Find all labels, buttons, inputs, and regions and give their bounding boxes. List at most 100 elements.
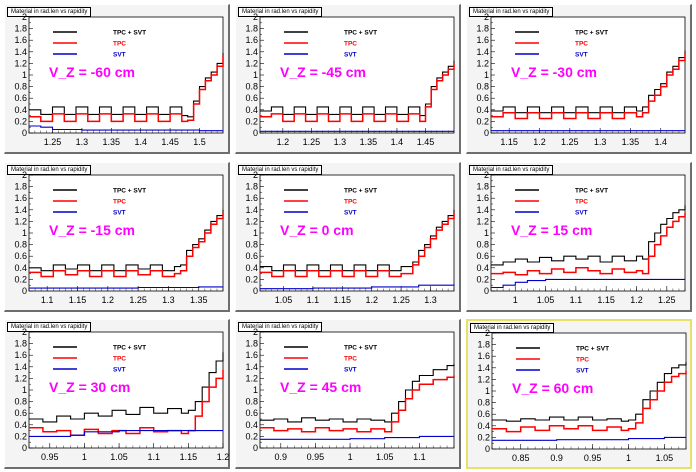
y-tick-label: 0.2 [245, 431, 258, 441]
y-tick-label: 1.4 [14, 362, 27, 372]
legend-label: TPC + SVT [344, 345, 377, 352]
vz-annotation: V_Z = -45 cm [280, 64, 366, 80]
series-line [29, 369, 224, 436]
plot-pad[interactable]: Material in rad.len vs rapidity 0 0.2 0.4 0.… [4, 4, 230, 154]
y-tick-label: 1.4 [476, 205, 489, 215]
x-tick-label: 1.1 [570, 295, 583, 305]
legend-label: TPC + SVT [575, 30, 608, 37]
legend-label: TPC + SVT [113, 30, 146, 37]
y-tick-label: 0.6 [245, 408, 258, 418]
y-tick-label: 1.6 [476, 193, 489, 203]
x-tick-label: 1.15 [500, 137, 518, 147]
plot-pad[interactable]: Material in rad.len vs rapidity 0 0.2 0.4 0.… [466, 319, 692, 469]
x-tick-label: 1.5 [193, 137, 206, 147]
legend-label: TPC [575, 199, 588, 206]
plot-pad[interactable]: Material in rad.len vs rapidity 0 0.2 0.4 0.… [235, 162, 461, 312]
legend-label: TPC [344, 199, 357, 206]
y-tick-label: 0.2 [14, 116, 27, 126]
plot-title: Material in rad.len vs rapidity [469, 7, 554, 17]
y-tick-label: 1.6 [14, 35, 27, 45]
x-tick-label: 1.25 [392, 295, 410, 305]
y-tick-label: 1.2 [245, 216, 258, 226]
y-tick-label: 0 [484, 128, 489, 138]
x-tick-label: 1.3 [162, 295, 175, 305]
y-tick-label: 0 [484, 286, 489, 296]
plot-title: Material in rad.len vs rapidity [238, 7, 323, 17]
x-tick-label: 1.4 [391, 137, 404, 147]
plot-pad[interactable]: Material in rad.len vs rapidity 0 0.2 0.4 0.… [235, 4, 461, 154]
x-tick-label: 1 [348, 452, 353, 462]
y-tick-label: 2 [22, 170, 27, 180]
x-tick-label: 1.2 [217, 452, 230, 462]
y-tick-label: 1.2 [245, 373, 258, 383]
x-tick-label: 1.05 [537, 295, 555, 305]
y-tick-label: 1.8 [476, 24, 489, 34]
series-line [260, 435, 454, 440]
y-tick-label: 0.8 [14, 82, 27, 92]
y-tick-label: 1.6 [245, 35, 258, 45]
series-line [491, 278, 685, 289]
y-tick-label: 0.8 [476, 240, 489, 250]
plot-svg: 00.20.40.60.811.21.41.61.821.15 1.2 1.25 1.… [476, 12, 686, 147]
y-tick-label: 1.8 [245, 24, 258, 34]
plot-pad[interactable]: Material in rad.len vs rapidity 0 0.2 0.4 0.… [235, 319, 461, 469]
legend-label: TPC + SVT [576, 346, 609, 353]
x-tick-label: 1.4 [654, 137, 667, 147]
legend-label: TPC + SVT [344, 188, 377, 195]
x-tick-label: 1.15 [180, 452, 198, 462]
plot-pad[interactable]: Material in rad.len vs rapidity 0 0.2 0.4 0.… [466, 162, 692, 312]
plot-pad[interactable]: Material in rad.len vs rapidity 0 0.2 0.4 0.… [4, 162, 230, 312]
y-tick-label: 1.6 [476, 35, 489, 45]
y-tick-label: 0.2 [14, 274, 27, 284]
y-tick-label: 1 [485, 386, 490, 396]
x-tick-label: 1.3 [424, 295, 437, 305]
legend-label: TPC [113, 199, 126, 206]
x-tick-label: 1.15 [597, 295, 615, 305]
vz-annotation: V_Z = 30 cm [49, 379, 130, 395]
plot-svg: 00.20.40.60.811.21.41.61.821.05 1.1 1.15 1.… [245, 170, 455, 305]
y-tick-label: 0.8 [245, 397, 258, 407]
x-tick-label: 1.3 [334, 137, 347, 147]
plot-svg: 00.20.40.60.811.21.41.61.821.1 1.15 1.2 1.2… [14, 170, 224, 305]
y-tick-label: 0 [22, 128, 27, 138]
x-tick-label: 1.2 [533, 137, 546, 147]
y-tick-label: 1 [22, 385, 27, 395]
y-tick-label: 1.8 [14, 182, 27, 192]
y-tick-label: 0.8 [14, 397, 27, 407]
x-tick-label: 1.15 [334, 295, 352, 305]
vz-annotation: V_Z = 45 cm [280, 379, 361, 395]
legend-label: TPC + SVT [113, 345, 146, 352]
y-tick-label: 0.4 [245, 420, 258, 430]
y-tick-label: 0.6 [14, 408, 27, 418]
plot-pad[interactable]: Material in rad.len vs rapidity 0 0.2 0.4 0.… [466, 4, 692, 154]
x-tick-label: 1.4 [134, 137, 147, 147]
y-tick-label: 1.2 [14, 216, 27, 226]
y-tick-label: 1.6 [245, 350, 258, 360]
y-tick-label: 1.4 [245, 205, 258, 215]
y-tick-label: 1.6 [245, 193, 258, 203]
x-tick-label: 1.45 [161, 137, 179, 147]
legend-label: SVT [575, 210, 588, 217]
y-tick-label: 1.4 [245, 47, 258, 57]
legend-label: SVT [575, 52, 588, 59]
x-tick-label: 0.9 [275, 452, 288, 462]
y-tick-label: 1.8 [14, 339, 27, 349]
x-tick-label: 1.1 [41, 295, 54, 305]
plot-svg: 0 0.20.4 0.60.8 1 1.21.4 1.61.8 2 0.9 0.95 1 1.05 1… [245, 327, 455, 462]
y-tick-label: 1 [253, 228, 258, 238]
y-tick-label: 1.8 [476, 182, 489, 192]
y-tick-label: 2 [484, 170, 489, 180]
plot-frame [490, 174, 686, 292]
x-tick-label: 1.25 [561, 137, 579, 147]
series-line [491, 212, 686, 276]
y-tick-label: 1 [253, 385, 258, 395]
x-tick-label: 1.15 [69, 295, 87, 305]
plot-pad[interactable]: Material in rad.len vs rapidity 0 0.2 0.4 0.… [4, 319, 230, 469]
series-line [260, 212, 455, 278]
y-tick-label: 0 [253, 286, 258, 296]
legend-label: SVT [344, 52, 357, 59]
legend-label: TPC + SVT [113, 188, 146, 195]
y-tick-label: 1 [484, 228, 489, 238]
vz-annotation: V_Z = -30 cm [511, 64, 597, 80]
legend-label: TPC [113, 41, 126, 48]
